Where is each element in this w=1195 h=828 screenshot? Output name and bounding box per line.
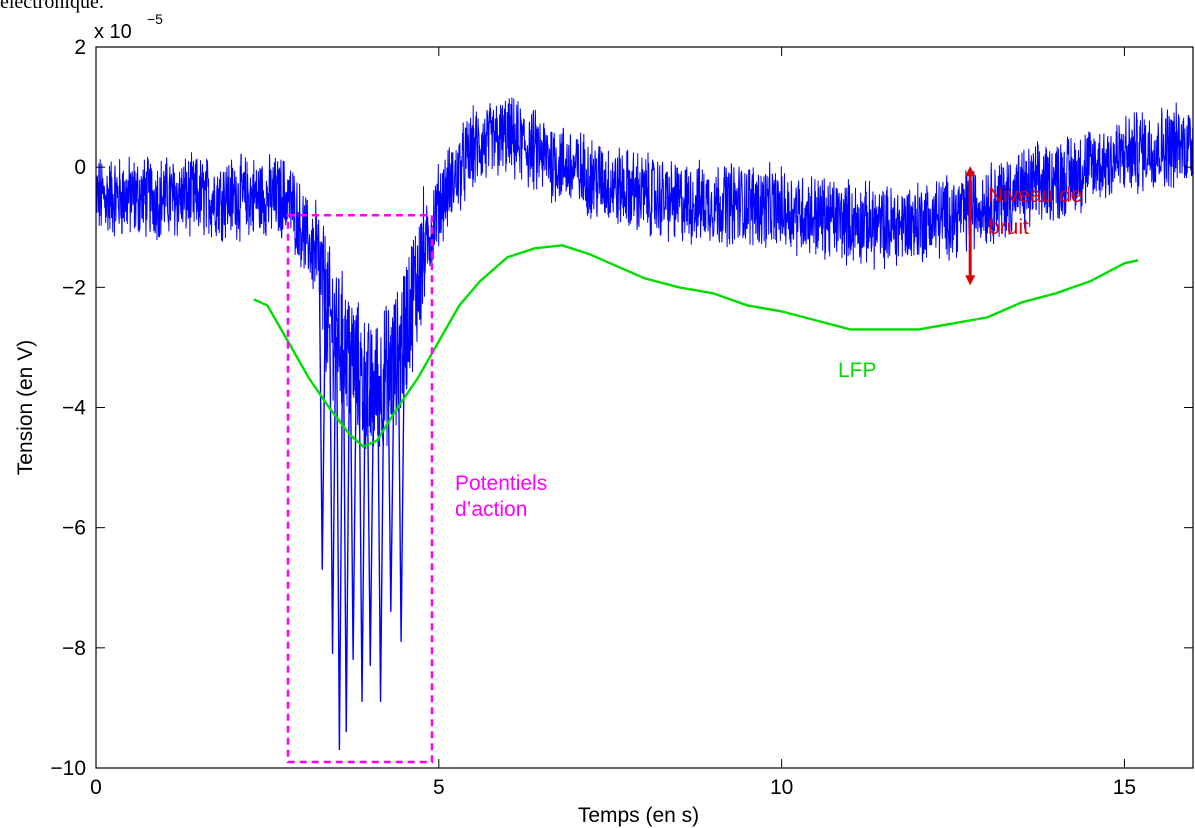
annotations: Potentiels d’action Niveau de bruit LFP	[286, 166, 1083, 764]
noise-level-label-line: bruit	[988, 216, 1029, 239]
y-tick-label: 0	[74, 156, 86, 179]
x-tick-label: 10	[770, 776, 793, 799]
y-tick-label: −10	[50, 757, 86, 780]
noise-series	[96, 97, 1193, 750]
noise-arrow-head-down	[965, 275, 976, 286]
ticks: 0 5 10 15 −10 −8 −6 −4 −2 0 2	[50, 36, 1193, 799]
y-axis-label: Tension (en V)	[14, 340, 37, 475]
plot-area	[96, 97, 1193, 750]
action-potential-label-line: Potentiels	[455, 472, 547, 495]
y-tick-label: 2	[74, 36, 86, 59]
y-tick-label: −4	[62, 397, 86, 420]
lfp-label: LFP	[838, 359, 877, 382]
noise-trace	[96, 97, 1193, 450]
x-tick-label: 15	[1113, 776, 1136, 799]
action-potential-spike	[366, 377, 375, 666]
x-tick-label: 0	[90, 776, 102, 799]
action-potential-spike	[342, 331, 351, 732]
lfp-line	[253, 244, 1139, 449]
action-potential-box	[286, 213, 434, 764]
y-exponent-power: −5	[147, 11, 163, 27]
action-potential-spike	[318, 269, 327, 570]
action-potential-spike	[358, 361, 367, 702]
x-axis-label: Temps (en s)	[578, 804, 699, 827]
action-potential-spike	[377, 363, 385, 702]
noise-arrow-head-up	[965, 166, 976, 177]
y-tick-label: −8	[62, 637, 86, 660]
y-exponent-prefix: x 10	[94, 21, 132, 43]
x-tick-label: 5	[433, 776, 445, 799]
lfp-series	[253, 244, 1139, 449]
action-potential-spike	[349, 344, 358, 660]
noise-level-label-line: Niveau de	[988, 184, 1083, 207]
action-potential-spike	[335, 318, 344, 750]
y-tick-label: −6	[62, 517, 86, 540]
document-text-fragment: électronique.	[0, 0, 104, 13]
action-potential-spike	[397, 327, 406, 642]
action-potential-label-line: d’action	[455, 498, 527, 521]
action-potential-spike	[387, 350, 395, 612]
y-tick-label: −2	[62, 276, 86, 299]
